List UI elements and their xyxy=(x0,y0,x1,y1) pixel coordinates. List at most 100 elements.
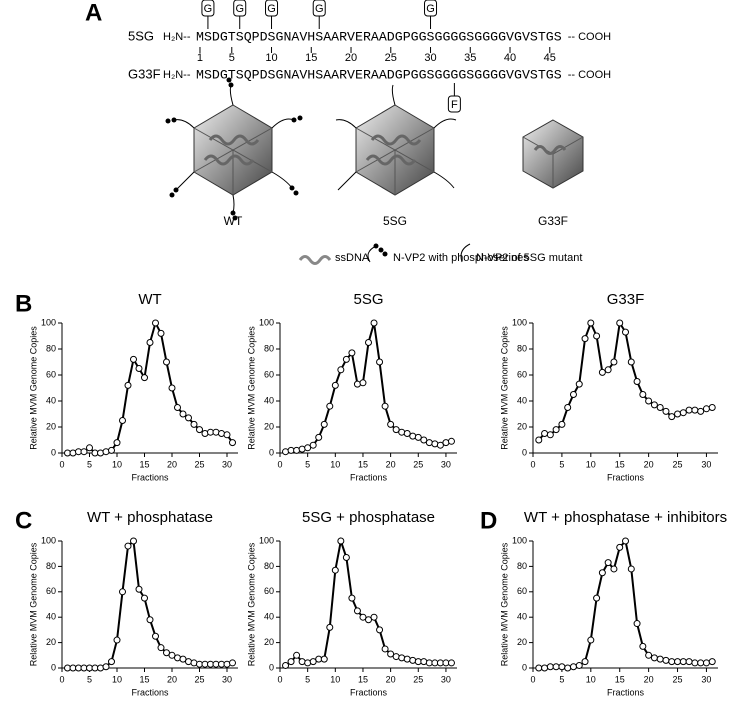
data-point xyxy=(569,663,577,671)
data-point xyxy=(119,417,126,424)
y-tick-label: 0 xyxy=(51,662,56,672)
data-point xyxy=(447,437,455,445)
data-point xyxy=(616,319,624,327)
data-point xyxy=(331,566,339,574)
data-point xyxy=(293,651,301,659)
data-point xyxy=(376,626,384,634)
x-axis-label: Fractions xyxy=(607,687,645,697)
data-point xyxy=(392,653,400,661)
residue-box xyxy=(201,0,215,17)
data-point xyxy=(124,542,132,550)
y-tick-label: 60 xyxy=(46,586,56,596)
data-point xyxy=(662,656,670,664)
residue-box xyxy=(265,0,279,17)
data-point xyxy=(702,405,710,413)
data-point xyxy=(403,430,411,437)
data-point xyxy=(392,426,400,434)
x-tick-label: 25 xyxy=(413,459,423,469)
x-tick-label: 20 xyxy=(167,674,177,684)
panel-label: D xyxy=(480,507,497,534)
data-point xyxy=(196,426,203,434)
data-point xyxy=(593,332,601,340)
data-point xyxy=(398,428,406,436)
x-axis-label: Fractions xyxy=(350,472,388,482)
data-point xyxy=(168,384,176,392)
y-tick-label: 100 xyxy=(512,535,527,545)
y-tick-label: 80 xyxy=(46,343,56,353)
data-point xyxy=(581,335,589,343)
n-terminus: H₂N-- xyxy=(163,69,191,81)
data-point xyxy=(141,374,148,382)
data-point xyxy=(569,391,577,398)
residue-number: 1 xyxy=(197,52,203,64)
y-tick-label: 100 xyxy=(259,535,274,545)
y-tick-label: 0 xyxy=(522,447,527,457)
data-point xyxy=(535,664,543,672)
y-axis-label: Relative MVM Genome Copies xyxy=(499,326,509,450)
data-point xyxy=(282,661,290,669)
y-tick-label: 100 xyxy=(259,317,274,327)
residue-number: 15 xyxy=(305,52,317,64)
data-point xyxy=(708,404,716,411)
data-point xyxy=(403,655,411,663)
y-axis-label: Relative MVM Genome Copies xyxy=(28,542,38,666)
data-point xyxy=(130,537,137,545)
data-point xyxy=(163,358,170,366)
data-point xyxy=(558,663,566,671)
chart: 5SG 0 20 40 60 80 100 0 5 10 15 20 25 30 Fractions Rela… xyxy=(246,291,457,482)
data-point xyxy=(398,654,406,662)
data-point xyxy=(708,658,716,666)
data-point xyxy=(564,404,572,411)
y-tick-label: 80 xyxy=(264,561,274,571)
y-tick-label: 100 xyxy=(41,535,56,545)
data-point xyxy=(309,441,317,449)
data-point xyxy=(447,659,455,667)
x-tick-label: 0 xyxy=(530,459,535,469)
data-point xyxy=(229,439,236,447)
y-tick-label: 60 xyxy=(264,369,274,379)
data-point xyxy=(604,366,612,374)
x-tick-label: 20 xyxy=(386,459,396,469)
x-tick-label: 25 xyxy=(673,674,683,684)
data-point xyxy=(331,381,339,389)
x-tick-label: 0 xyxy=(59,459,64,469)
chart: 5SG + phosphatase 0 20 40 60 80 100 0 5 10 15 20 25 3… xyxy=(246,509,457,697)
y-tick-label: 0 xyxy=(51,447,56,457)
x-tick-label: 10 xyxy=(330,674,340,684)
x-tick-label: 30 xyxy=(701,459,711,469)
y-tick-label: 40 xyxy=(517,395,527,405)
data-point xyxy=(674,658,682,666)
data-point xyxy=(326,402,334,410)
x-tick-label: 15 xyxy=(615,459,625,469)
data-point xyxy=(304,659,312,667)
data-point xyxy=(622,328,629,336)
data-point xyxy=(179,655,187,663)
data-point xyxy=(146,339,154,346)
residue-number: 25 xyxy=(385,52,397,64)
data-point xyxy=(298,445,306,453)
data-point xyxy=(616,543,624,551)
data-point xyxy=(650,654,658,662)
data-point xyxy=(124,381,132,389)
y-axis-label: Relative MVM Genome Copies xyxy=(246,542,256,666)
data-point xyxy=(287,658,295,666)
data-point xyxy=(320,420,328,428)
data-point xyxy=(365,339,372,346)
y-axis-label: Relative MVM Genome Copies xyxy=(28,326,38,450)
data-point xyxy=(662,407,670,415)
data-point xyxy=(679,658,687,666)
c-terminus: -- COOH xyxy=(568,69,611,81)
residue-number: 45 xyxy=(544,52,556,64)
y-tick-label: 80 xyxy=(517,343,527,353)
data-point xyxy=(627,565,635,573)
chart-title: WT + phosphatase xyxy=(87,509,213,526)
y-tick-label: 40 xyxy=(517,612,527,622)
y-tick-label: 60 xyxy=(264,586,274,596)
x-tick-label: 15 xyxy=(358,459,368,469)
data-point xyxy=(353,607,361,615)
y-tick-label: 0 xyxy=(522,662,527,672)
data-point xyxy=(376,358,384,366)
data-point xyxy=(387,650,395,658)
row-name: G33F xyxy=(128,66,161,81)
legend-label: N-VP2 of 5SG mutant xyxy=(476,252,582,264)
